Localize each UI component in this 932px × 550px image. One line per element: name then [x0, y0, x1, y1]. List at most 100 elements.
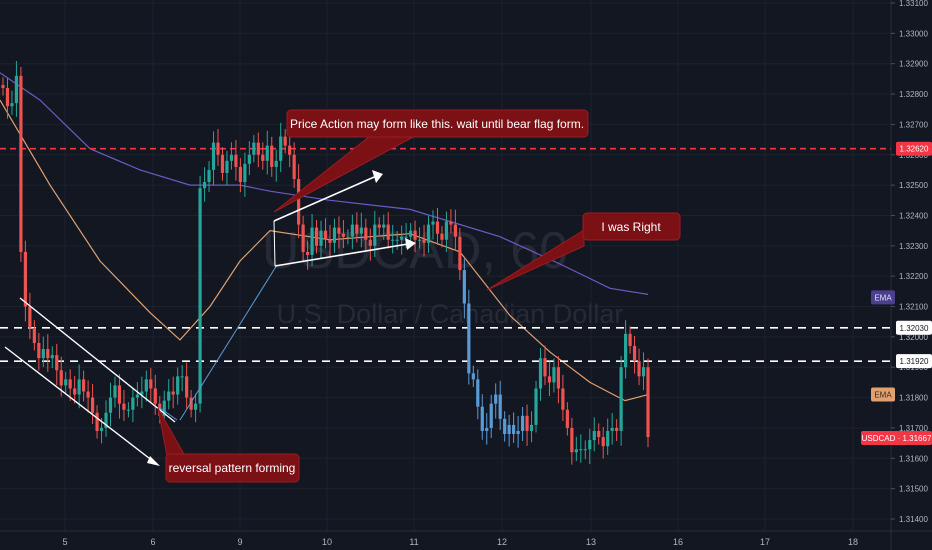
- candle-body: [301, 224, 305, 252]
- candle: [167, 379, 171, 410]
- candle-body: [624, 333, 628, 368]
- drawings[interactable]: [4, 170, 416, 466]
- time-tick-label: 18: [848, 537, 858, 547]
- level-tag: [896, 354, 932, 369]
- candle-body: [471, 373, 475, 380]
- candle: [377, 216, 381, 236]
- candle: [391, 224, 395, 254]
- candle-body: [422, 239, 426, 243]
- candle: [583, 440, 587, 460]
- candle-body: [265, 145, 269, 161]
- candle: [198, 175, 202, 413]
- time-tick-label: 10: [322, 537, 332, 547]
- candle-body: [37, 342, 41, 359]
- candle-body: [180, 376, 184, 378]
- annotations[interactable]: Price Action may form like this. wait un…: [157, 109, 681, 483]
- candle: [68, 369, 72, 401]
- candle: [350, 214, 354, 250]
- candle-body: [297, 179, 301, 225]
- candle-body: [90, 397, 95, 413]
- candle-body: [171, 391, 175, 395]
- candle-body: [225, 160, 229, 173]
- candle-body: [547, 376, 552, 383]
- candle: [126, 402, 131, 418]
- candle: [610, 413, 614, 445]
- candle-body: [279, 136, 283, 161]
- candle-body: [202, 182, 207, 189]
- candle-body: [5, 87, 10, 107]
- candle-body: [149, 379, 153, 389]
- candle: [314, 220, 319, 254]
- candle: [543, 345, 547, 386]
- flag-upper-arrow-line[interactable]: [273, 173, 382, 222]
- projection-link: [159, 407, 178, 421]
- candle-body: [14, 75, 19, 104]
- candle: [538, 348, 543, 401]
- flag-lower-arrow-line[interactable]: [274, 242, 415, 267]
- candle: [46, 334, 50, 372]
- candle-body: [574, 449, 578, 453]
- wedge-upper-line[interactable]: [19, 297, 176, 423]
- wedge-lower-arrow-line[interactable]: [4, 346, 159, 466]
- candle-body: [440, 233, 444, 240]
- candle-body: [489, 403, 493, 428]
- callout-i-was-right[interactable]: I was Right: [486, 212, 681, 291]
- callout-bear-flag[interactable]: Price Action may form like this. wait un…: [273, 109, 589, 213]
- candle-body: [583, 449, 587, 451]
- price-tag: [871, 387, 895, 402]
- candle: [480, 394, 484, 440]
- candle: [489, 394, 493, 438]
- candle-body: [516, 430, 520, 435]
- candle-body: [368, 239, 372, 246]
- candle: [516, 416, 520, 448]
- candle-body: [467, 303, 471, 374]
- candle-body: [328, 239, 332, 243]
- candle-body: [73, 388, 77, 395]
- candle: [471, 365, 475, 387]
- candle-body: [305, 251, 310, 255]
- candle: [400, 225, 404, 255]
- candle-body: [288, 145, 292, 155]
- candle: [498, 380, 502, 431]
- callout-text: Price Action may form like this. wait un…: [290, 117, 584, 131]
- candle: [615, 419, 619, 441]
- horizontal-levels[interactable]: [0, 147, 891, 362]
- candle: [225, 150, 229, 186]
- candle-body: [641, 367, 646, 377]
- candle: [297, 164, 301, 239]
- candle: [247, 141, 251, 176]
- candle-body: [261, 154, 265, 161]
- price-tick-label: 1.31800: [899, 394, 928, 403]
- price-tick-label: 1.32900: [899, 60, 928, 69]
- price-tag: [871, 290, 895, 305]
- candle: [113, 376, 117, 408]
- callout-reversal[interactable]: reversal pattern forming: [157, 407, 300, 483]
- time-scale[interactable]: 5 6 9 10 11 12 13 16 17 18: [62, 537, 858, 547]
- candle: [547, 361, 552, 397]
- candle: [243, 152, 247, 197]
- candle-body: [606, 430, 610, 447]
- candle: [512, 412, 516, 443]
- candle-body: [413, 230, 417, 240]
- candle-body: [144, 379, 148, 392]
- candle-body: [28, 306, 32, 328]
- price-tag-label: USDCAD · 1.31667: [862, 434, 932, 443]
- candle-body: [485, 427, 489, 431]
- candle: [23, 240, 27, 322]
- candle: [588, 428, 592, 465]
- candle: [5, 77, 10, 119]
- candle-body: [332, 227, 337, 243]
- candle: [520, 406, 525, 441]
- projection-line[interactable]: [179, 264, 278, 421]
- candle-body: [314, 227, 319, 246]
- candle: [279, 122, 283, 173]
- candle: [476, 369, 480, 420]
- candle: [637, 348, 641, 386]
- candle-body: [409, 230, 413, 237]
- candle-body: [122, 403, 126, 410]
- candle-body: [68, 379, 72, 389]
- time-tick-label: 12: [497, 537, 507, 547]
- candle: [82, 370, 86, 402]
- candle-body: [319, 230, 323, 246]
